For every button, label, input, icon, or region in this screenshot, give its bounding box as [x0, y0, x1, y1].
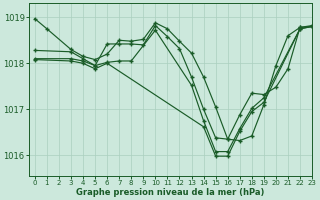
X-axis label: Graphe pression niveau de la mer (hPa): Graphe pression niveau de la mer (hPa) — [76, 188, 265, 197]
